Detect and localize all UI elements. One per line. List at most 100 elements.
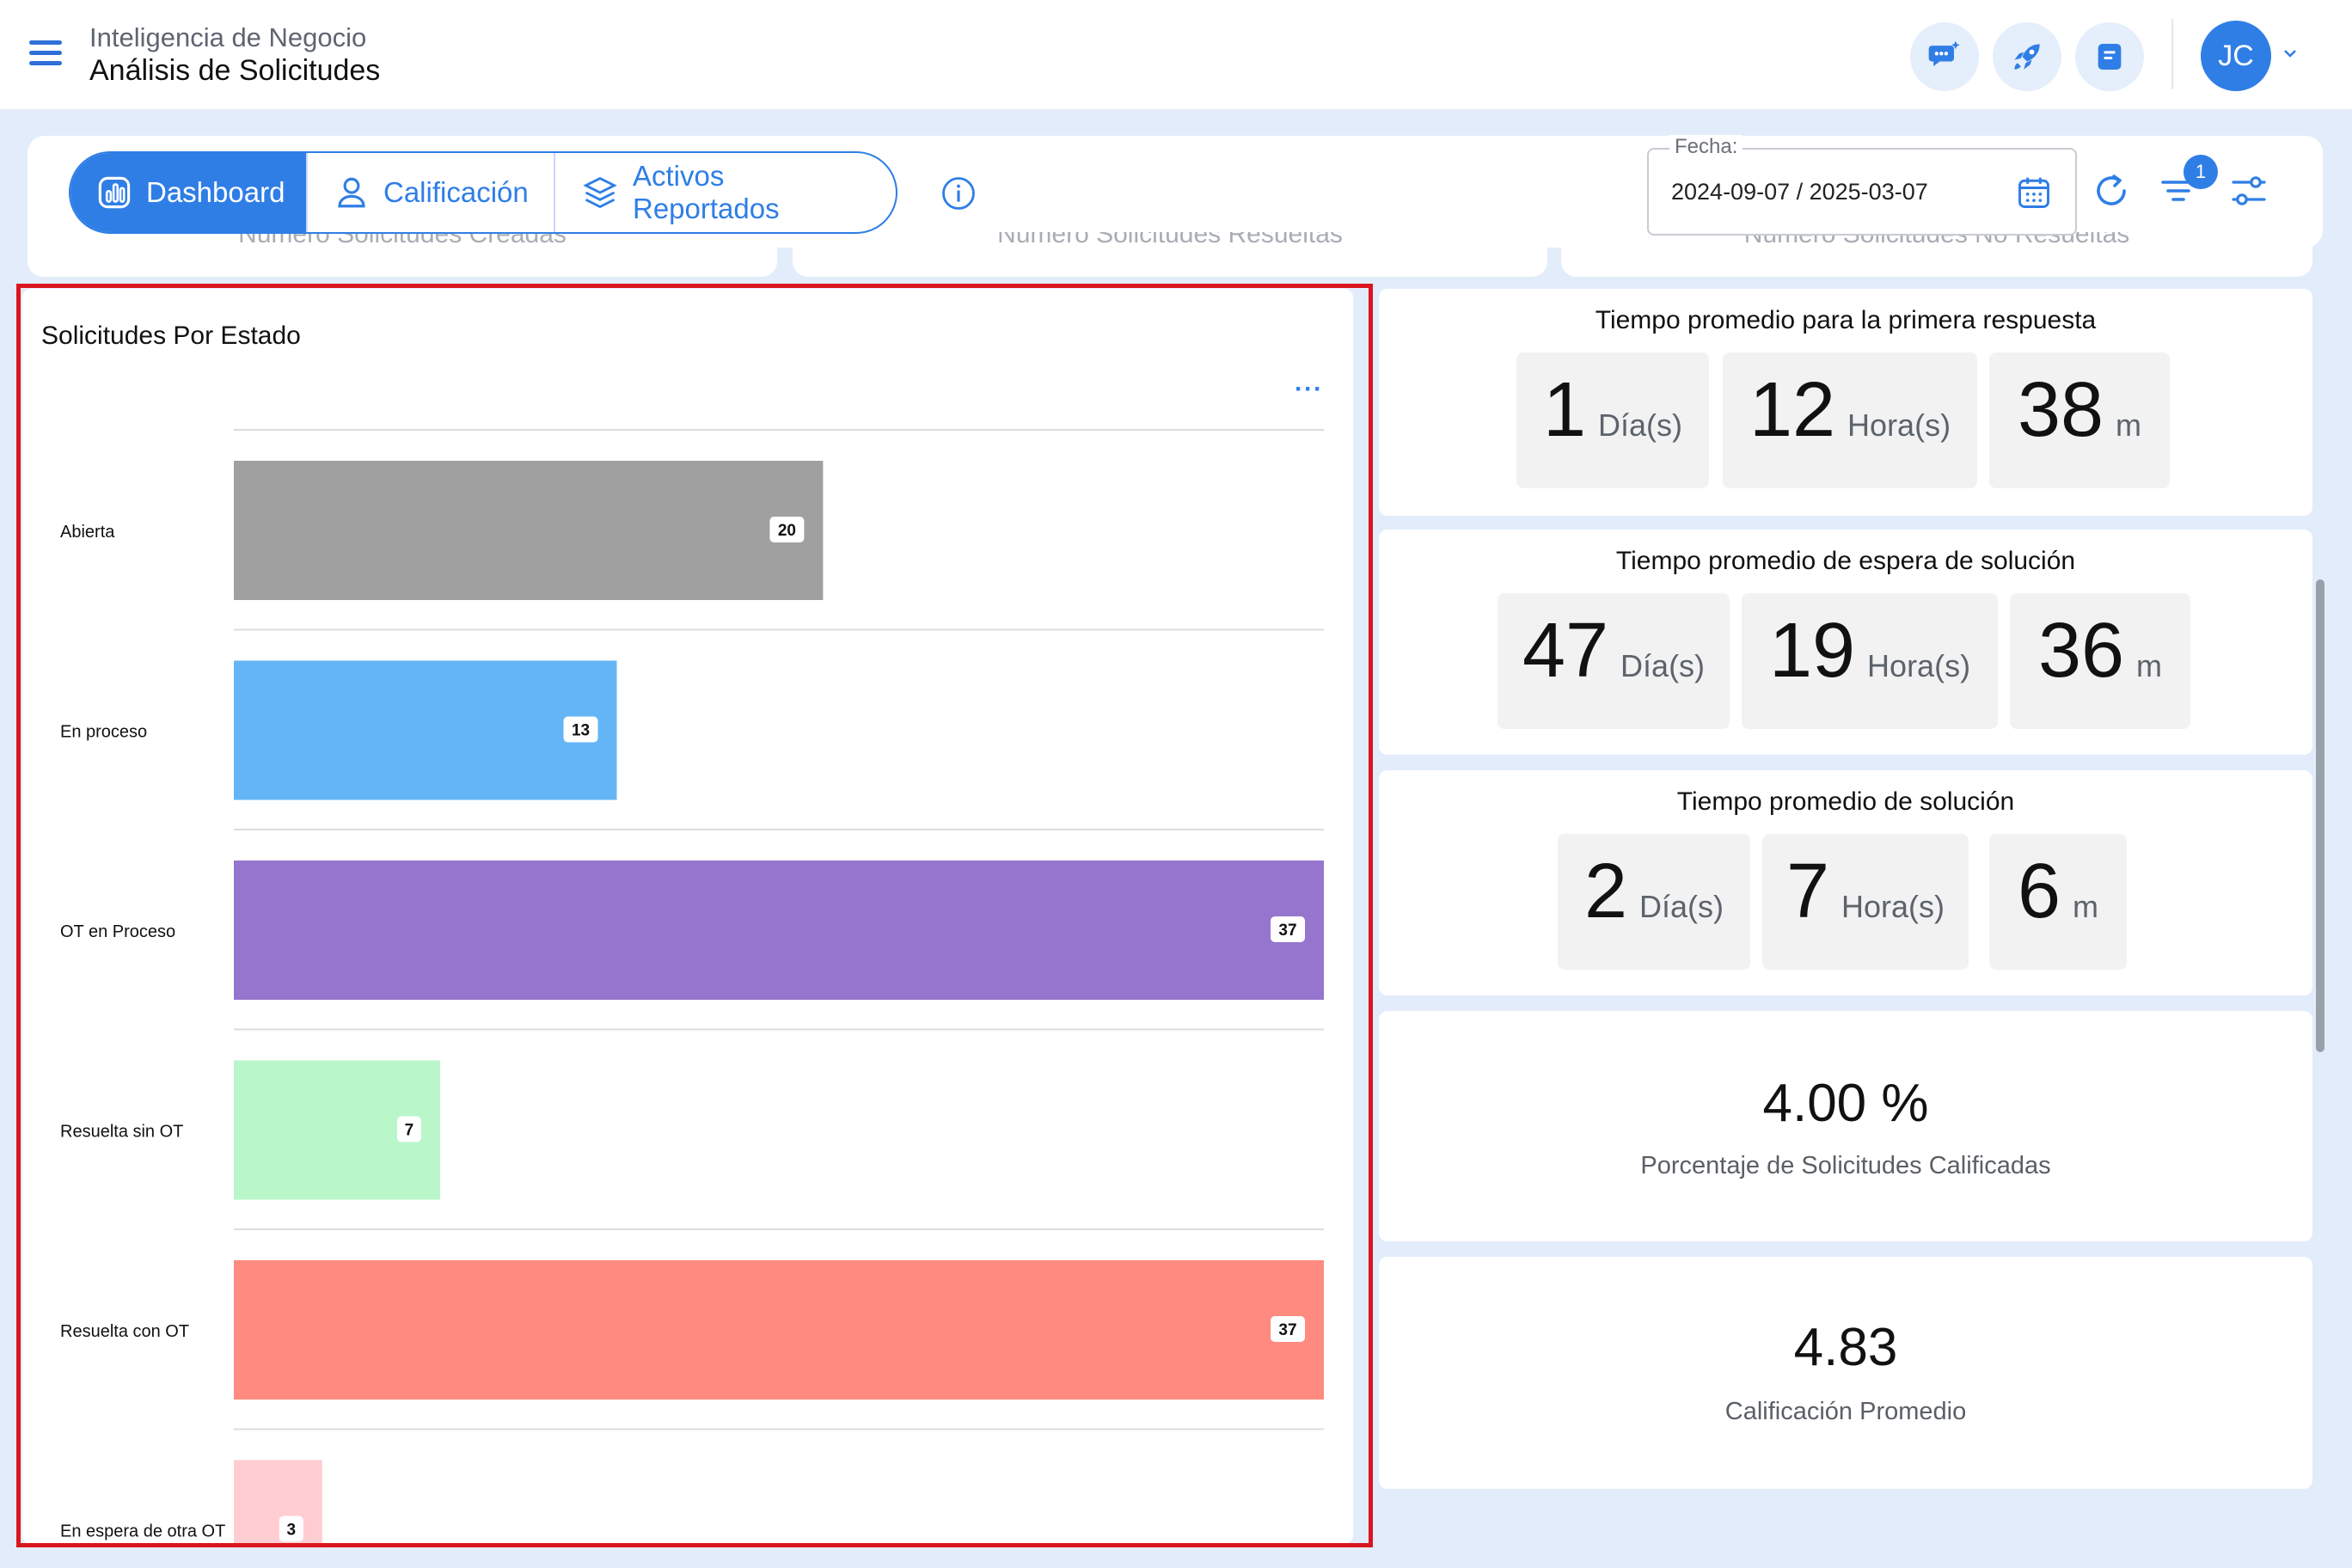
tab-label: Activos Reportados bbox=[633, 160, 780, 224]
bar-1 bbox=[234, 461, 824, 600]
value-label: 13 bbox=[572, 722, 590, 740]
value-label: 37 bbox=[1278, 1321, 1296, 1339]
value-badge bbox=[396, 1116, 421, 1142]
hours-value: 7 bbox=[1785, 848, 1830, 934]
status-chart-card: Solicitudes Por Estado ··· Abierta 20 En p… bbox=[22, 289, 1353, 1544]
minutes-unit: m bbox=[2073, 889, 2099, 924]
value-label: 20 bbox=[778, 522, 796, 540]
category-label: Abierta bbox=[60, 523, 115, 542]
summary-card-resolved: Número Solicitudes Resueltas bbox=[793, 232, 1547, 277]
days-value: 2 bbox=[1583, 848, 1628, 934]
chat-sparkle-icon bbox=[1928, 40, 1960, 66]
rocket-icon bbox=[2014, 44, 2040, 70]
minutes-tile: 36 m bbox=[2010, 593, 2190, 729]
chart-icon bbox=[98, 176, 131, 209]
hours-unit: Hora(s) bbox=[1841, 889, 1945, 924]
category-label: En proceso bbox=[60, 723, 147, 742]
average-rating-label: Calificación Promedio bbox=[1724, 1398, 1967, 1425]
hours-value: 19 bbox=[1768, 608, 1856, 694]
rated-percentage-label: Porcentaje de Solicitudes Calificadas bbox=[1640, 1152, 2051, 1179]
hours-value: 12 bbox=[1749, 367, 1836, 453]
days-value: 1 bbox=[1542, 367, 1587, 453]
minutes-value: 6 bbox=[2017, 848, 2061, 934]
first-response-title: Tiempo promedio para la primera respuest… bbox=[1595, 306, 2097, 334]
days-tile: 1 Día(s) bbox=[1516, 352, 1709, 488]
rocket-button[interactable] bbox=[1993, 22, 2061, 91]
menu-icon[interactable] bbox=[29, 38, 65, 67]
sliders-icon[interactable] bbox=[2228, 170, 2269, 211]
value-badge bbox=[1271, 1316, 1305, 1342]
filter-count-badge: 1 bbox=[2184, 155, 2218, 189]
view-tabs: Dashboard Calificación Activos Reportado… bbox=[69, 151, 897, 234]
hours-unit: Hora(s) bbox=[1847, 407, 1951, 443]
bar-3 bbox=[234, 861, 1324, 1000]
hours-unit: Hora(s) bbox=[1867, 648, 1971, 683]
notebook-icon bbox=[2098, 44, 2122, 70]
category-label: Resuelta sin OT bbox=[60, 1123, 183, 1142]
value-badge bbox=[563, 716, 598, 743]
rated-percentage-value: 4.00 % bbox=[1762, 1074, 1929, 1133]
tab-activos-reportados[interactable]: Activos Reportados bbox=[555, 153, 896, 232]
bar-2 bbox=[234, 660, 617, 800]
summary-label: Número Solicitudes Resueltas bbox=[997, 232, 1343, 248]
value-label: 37 bbox=[1278, 922, 1296, 940]
summary-card-unresolved: Número Solicitudes No Resueltas bbox=[1561, 232, 2312, 277]
minutes-value: 36 bbox=[2037, 608, 2125, 694]
app-subtitle: Inteligencia de Negocio bbox=[89, 22, 367, 52]
days-unit: Día(s) bbox=[1639, 889, 1724, 924]
minutes-tile: 38 m bbox=[1989, 352, 2170, 488]
refresh-icon[interactable] bbox=[2091, 170, 2132, 211]
solution-card: Tiempo promedio de solución 2 Día(s) 7 Hor… bbox=[1379, 770, 2312, 995]
chart-gutter bbox=[1355, 289, 1372, 1544]
header-divider bbox=[2171, 19, 2173, 89]
chevron-down-icon[interactable] bbox=[2280, 43, 2300, 64]
chat-button[interactable] bbox=[1910, 22, 1979, 91]
rated-percentage-card: 4.00 % Porcentaje de Solicitudes Calific… bbox=[1379, 1011, 2312, 1241]
date-range-value[interactable]: 2024-09-07 / 2025-03-07 bbox=[1671, 179, 1928, 205]
average-rating-value: 4.83 bbox=[1793, 1318, 1898, 1377]
days-unit: Día(s) bbox=[1620, 648, 1706, 683]
value-badge bbox=[1271, 916, 1305, 942]
summary-label: Número Solicitudes Creadas bbox=[238, 232, 567, 248]
value-label: 7 bbox=[405, 1122, 414, 1140]
value-label: 3 bbox=[287, 1522, 297, 1540]
first-response-card: Tiempo promedio para la primera respuest… bbox=[1379, 289, 2312, 516]
tab-label: Dashboard bbox=[146, 176, 285, 208]
days-unit: Día(s) bbox=[1598, 407, 1683, 443]
category-label: Resuelta con OT bbox=[60, 1322, 189, 1341]
top-header: Inteligencia de Negocio Análisis de Soli… bbox=[0, 0, 2352, 109]
layers-icon bbox=[583, 176, 617, 209]
bar-5 bbox=[234, 1260, 1324, 1400]
tab-dashboard[interactable]: Dashboard bbox=[70, 153, 308, 232]
value-badge bbox=[769, 517, 805, 542]
wait-solution-title: Tiempo promedio de espera de solución bbox=[1615, 547, 2076, 575]
category-label: En espera de otra OT bbox=[60, 1522, 225, 1541]
summary-card-created: Número Solicitudes Creadas bbox=[28, 232, 777, 277]
scrollbar-thumb[interactable] bbox=[2316, 579, 2324, 1052]
hours-tile: 7 Hora(s) bbox=[1762, 834, 1969, 970]
hours-tile: 12 Hora(s) bbox=[1723, 352, 1977, 488]
notes-button[interactable] bbox=[2075, 22, 2144, 91]
minutes-unit: m bbox=[2116, 407, 2142, 443]
value-badge bbox=[279, 1516, 303, 1542]
average-rating-card: 4.83 Calificación Promedio bbox=[1379, 1257, 2312, 1489]
wait-solution-card: Tiempo promedio de espera de solución 47… bbox=[1379, 530, 2312, 755]
chart-title: Solicitudes Por Estado bbox=[41, 322, 301, 350]
tab-calificacion[interactable]: Calificación bbox=[308, 153, 555, 232]
date-label: Fecha: bbox=[1669, 135, 1743, 159]
minutes-value: 38 bbox=[2017, 367, 2104, 453]
days-tile: 2 Día(s) bbox=[1558, 834, 1750, 970]
solution-title: Tiempo promedio de solución bbox=[1676, 787, 2015, 816]
days-value: 47 bbox=[1522, 608, 1609, 694]
hours-tile: 19 Hora(s) bbox=[1742, 593, 1998, 729]
category-label: OT en Proceso bbox=[60, 922, 175, 941]
page-title: Análisis de Solicitudes bbox=[89, 54, 381, 87]
bar-6 bbox=[234, 1460, 322, 1544]
date-range-field[interactable]: Fecha: 2024-09-07 / 2025-03-07 bbox=[1647, 135, 2077, 236]
person-icon bbox=[338, 177, 365, 208]
info-icon[interactable] bbox=[940, 175, 977, 211]
more-options-icon[interactable]: ··· bbox=[1295, 375, 1323, 403]
avatar[interactable]: JC bbox=[2201, 21, 2271, 91]
days-tile: 47 Día(s) bbox=[1498, 593, 1730, 729]
calendar-icon[interactable] bbox=[2015, 174, 2053, 211]
